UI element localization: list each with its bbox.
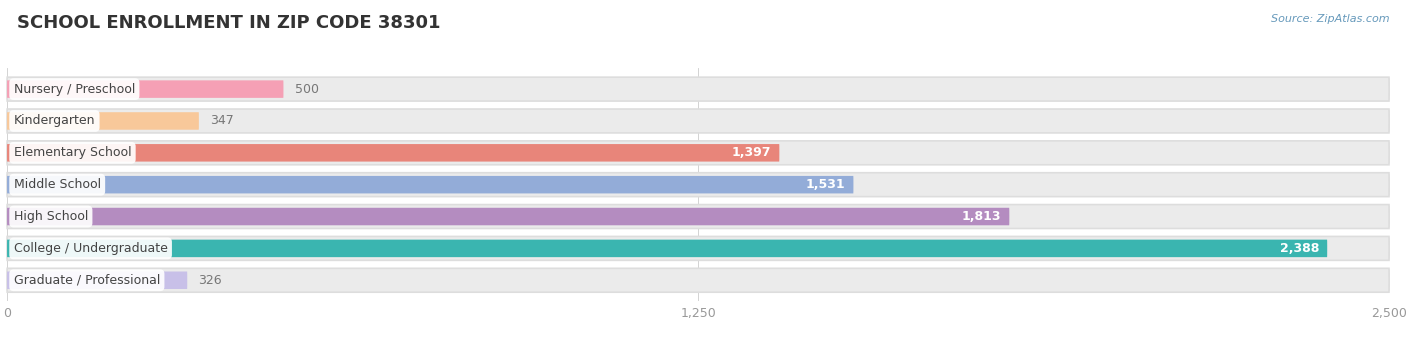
Text: 2,388: 2,388 <box>1279 242 1319 255</box>
Text: 1,397: 1,397 <box>731 146 770 159</box>
FancyBboxPatch shape <box>7 80 284 98</box>
FancyBboxPatch shape <box>7 240 1327 257</box>
Text: 1,531: 1,531 <box>806 178 845 191</box>
Text: 1,813: 1,813 <box>962 210 1001 223</box>
Text: 326: 326 <box>198 274 222 287</box>
Text: College / Undergraduate: College / Undergraduate <box>14 242 167 255</box>
FancyBboxPatch shape <box>7 173 1389 197</box>
FancyBboxPatch shape <box>7 272 187 289</box>
Text: Middle School: Middle School <box>14 178 101 191</box>
Text: Nursery / Preschool: Nursery / Preschool <box>14 83 135 96</box>
FancyBboxPatch shape <box>7 141 1389 165</box>
FancyBboxPatch shape <box>7 205 1389 228</box>
Text: High School: High School <box>14 210 89 223</box>
FancyBboxPatch shape <box>7 144 779 161</box>
FancyBboxPatch shape <box>7 77 1389 101</box>
FancyBboxPatch shape <box>7 208 1010 225</box>
Text: 500: 500 <box>294 83 319 96</box>
FancyBboxPatch shape <box>7 112 198 130</box>
Text: 347: 347 <box>209 115 233 128</box>
FancyBboxPatch shape <box>7 268 1389 292</box>
FancyBboxPatch shape <box>7 109 1389 133</box>
Text: SCHOOL ENROLLMENT IN ZIP CODE 38301: SCHOOL ENROLLMENT IN ZIP CODE 38301 <box>17 14 440 32</box>
Text: Source: ZipAtlas.com: Source: ZipAtlas.com <box>1271 14 1389 24</box>
Text: Elementary School: Elementary School <box>14 146 131 159</box>
FancyBboxPatch shape <box>7 236 1389 260</box>
Text: Graduate / Professional: Graduate / Professional <box>14 274 160 287</box>
FancyBboxPatch shape <box>7 176 853 194</box>
Text: Kindergarten: Kindergarten <box>14 115 96 128</box>
